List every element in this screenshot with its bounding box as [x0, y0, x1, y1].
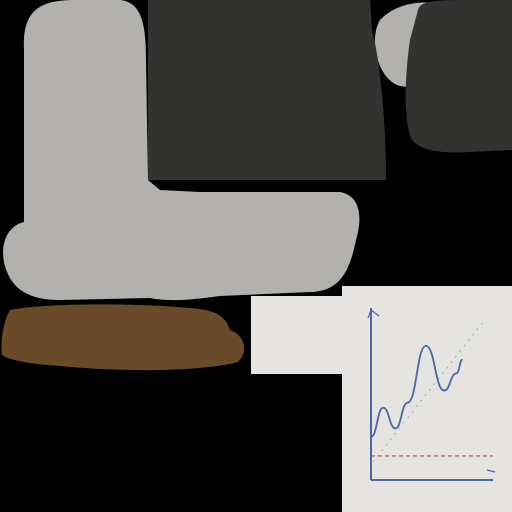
series-curve: [370, 344, 463, 438]
graph-sketch: [367, 308, 496, 481]
trend-line: [372, 321, 484, 463]
dark-grey-rect-shape: [148, 0, 386, 180]
brown-strip-shape: [1, 304, 245, 371]
graph-panel: [342, 286, 512, 512]
x-axis-arrow: [486, 469, 496, 473]
y-axis-arrow: [367, 309, 380, 319]
light-panel-left: [251, 296, 343, 374]
dark-grey-rounded-shape: [405, 0, 512, 153]
light-grey-tall-shape: [3, 0, 360, 301]
